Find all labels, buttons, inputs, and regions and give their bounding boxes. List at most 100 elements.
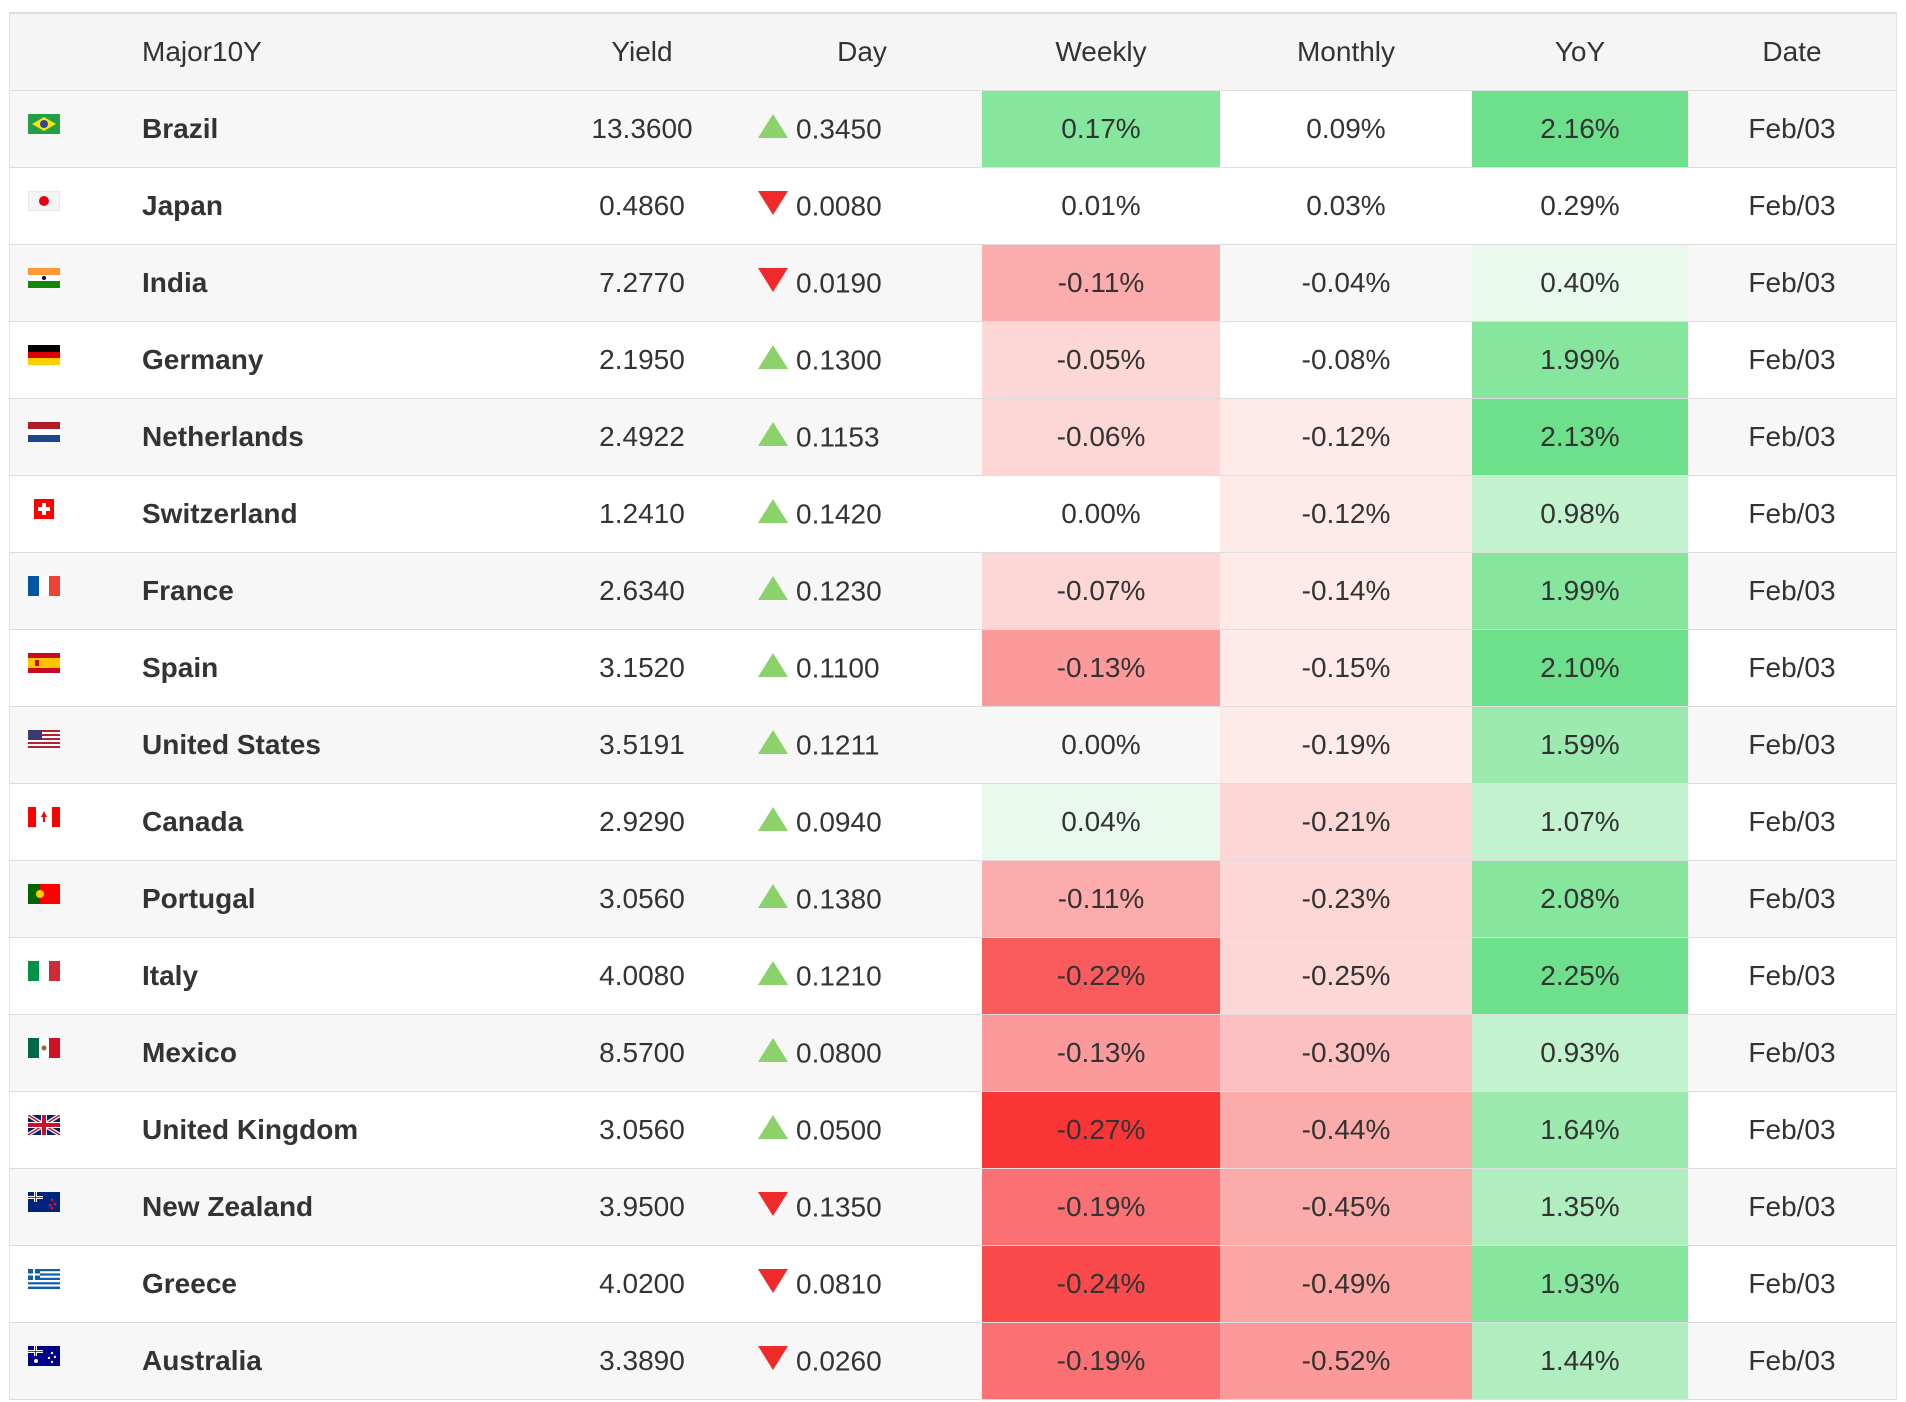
header-day[interactable]: Day: [742, 13, 982, 91]
table-row-portugal[interactable]: Portugal 3.0560 0.1380 -0.11% -0.23% 2.08% Feb…: [9, 860, 1897, 938]
country-name-link[interactable]: Canada: [142, 783, 542, 861]
yield-value: 2.9290: [542, 783, 742, 861]
arrow-down-icon: [758, 1268, 788, 1293]
weekly-change-cell: 0.00%: [982, 475, 1220, 553]
monthly-change-cell: -0.19%: [1220, 706, 1472, 784]
table-row-greece[interactable]: Greece 4.0200 0.0810 -0.24% -0.49% 1.93% Feb/0…: [9, 1245, 1897, 1323]
table-row-france[interactable]: France 2.6340 0.1230 -0.07% -0.14% 1.99% Feb/0…: [9, 552, 1897, 630]
yield-value: 2.6340: [542, 552, 742, 630]
flag-cell: [9, 1091, 142, 1169]
table-row-united-kingdom[interactable]: United Kingdom 3.0560 0.0500 -0.27% -0.44% 1.…: [9, 1091, 1897, 1169]
flag-cell: [9, 90, 142, 168]
yoy-change-cell: 2.16%: [1472, 90, 1688, 168]
country-name-link[interactable]: United States: [142, 706, 542, 784]
yield-value: 3.1520: [542, 629, 742, 707]
day-change-value: 0.1380: [796, 883, 882, 915]
day-change-value: 0.0260: [796, 1345, 882, 1377]
country-name-link[interactable]: Netherlands: [142, 398, 542, 476]
date-cell: Feb/03: [1688, 167, 1897, 245]
monthly-change-cell: -0.12%: [1220, 475, 1472, 553]
date-cell: Feb/03: [1688, 552, 1897, 630]
header-major10y[interactable]: Major10Y: [142, 13, 542, 91]
weekly-change-cell: -0.11%: [982, 244, 1220, 322]
monthly-change-cell: 0.03%: [1220, 167, 1472, 245]
header-date[interactable]: Date: [1688, 13, 1897, 91]
day-change-cell: 0.1350: [742, 1168, 982, 1246]
header-weekly[interactable]: Weekly: [982, 13, 1220, 91]
country-name-link[interactable]: Mexico: [142, 1014, 542, 1092]
country-name-link[interactable]: Brazil: [142, 90, 542, 168]
day-change-value: 0.1420: [796, 498, 882, 530]
yoy-change-cell: 1.64%: [1472, 1091, 1688, 1169]
yoy-change-cell: 0.40%: [1472, 244, 1688, 322]
table-row-india[interactable]: India 7.2770 0.0190 -0.11% -0.04% 0.40% Feb/03: [9, 244, 1897, 322]
yoy-change-cell: 1.07%: [1472, 783, 1688, 861]
table-row-netherlands[interactable]: Netherlands 2.4922 0.1153 -0.06% -0.12% 2.13%…: [9, 398, 1897, 476]
flag-cell: [9, 1168, 142, 1246]
yoy-change-cell: 1.93%: [1472, 1245, 1688, 1323]
date-cell: Feb/03: [1688, 90, 1897, 168]
table-row-switzerland[interactable]: Switzerland 1.2410 0.1420 0.00% -0.12% 0.98% F…: [9, 475, 1897, 553]
country-name-link[interactable]: Japan: [142, 167, 542, 245]
day-change-cell: 0.1210: [742, 937, 982, 1015]
table-row-new-zealand[interactable]: New Zealand 3.9500 0.1350 -0.19% -0.45% 1.35%…: [9, 1168, 1897, 1246]
header-yield[interactable]: Yield: [542, 13, 742, 91]
arrow-up-icon: [758, 498, 788, 523]
arrow-up-icon: [758, 806, 788, 831]
country-name-link[interactable]: Germany: [142, 321, 542, 399]
day-change-cell: 0.0810: [742, 1245, 982, 1323]
flag-cell: [9, 860, 142, 938]
country-name-link[interactable]: Italy: [142, 937, 542, 1015]
arrow-down-icon: [758, 267, 788, 292]
table-row-canada[interactable]: Canada 2.9290 0.0940 0.04% -0.21% 1.07% Feb/03: [9, 783, 1897, 861]
country-name-link[interactable]: United Kingdom: [142, 1091, 542, 1169]
day-change-cell: 0.3450: [742, 90, 982, 168]
flag-cell: [9, 937, 142, 1015]
monthly-change-cell: -0.23%: [1220, 860, 1472, 938]
yoy-change-cell: 0.98%: [1472, 475, 1688, 553]
country-name-link[interactable]: Australia: [142, 1322, 542, 1400]
table-row-brazil[interactable]: Brazil 13.3600 0.3450 0.17% 0.09% 2.16% Feb/03: [9, 90, 1897, 168]
table-row-germany[interactable]: Germany 2.1950 0.1300 -0.05% -0.08% 1.99% Feb/…: [9, 321, 1897, 399]
day-change-value: 0.0940: [796, 806, 882, 838]
table-row-australia[interactable]: Australia 3.3890 0.0260 -0.19% -0.52% 1.44% Fe…: [9, 1322, 1897, 1400]
yoy-change-cell: 1.59%: [1472, 706, 1688, 784]
table-row-spain[interactable]: Spain 3.1520 0.1100 -0.13% -0.15% 2.10% Feb/03: [9, 629, 1897, 707]
table-row-mexico[interactable]: Mexico 8.5700 0.0800 -0.13% -0.30% 0.93% Feb/0…: [9, 1014, 1897, 1092]
day-change-value: 0.1300: [796, 344, 882, 376]
date-cell: Feb/03: [1688, 783, 1897, 861]
table-header: Major10Y Yield Day Weekly Monthly YoY Da…: [9, 13, 1897, 91]
date-cell: Feb/03: [1688, 321, 1897, 399]
flag-cell: [9, 629, 142, 707]
spain-flag-icon: [28, 648, 60, 673]
weekly-change-cell: -0.13%: [982, 1014, 1220, 1092]
country-name-link[interactable]: Portugal: [142, 860, 542, 938]
country-name-link[interactable]: France: [142, 552, 542, 630]
table-row-italy[interactable]: Italy 4.0080 0.1210 -0.22% -0.25% 2.25% Feb/03: [9, 937, 1897, 1015]
country-name-link[interactable]: Spain: [142, 629, 542, 707]
arrow-up-icon: [758, 960, 788, 985]
yield-value: 1.2410: [542, 475, 742, 553]
day-change-value: 0.1153: [796, 421, 880, 453]
monthly-change-cell: -0.08%: [1220, 321, 1472, 399]
country-name-link[interactable]: Greece: [142, 1245, 542, 1323]
table-row-united-states[interactable]: United States 3.5191 0.1211 0.00% -0.19% 1.59…: [9, 706, 1897, 784]
day-change-cell: 0.0800: [742, 1014, 982, 1092]
country-name-link[interactable]: India: [142, 244, 542, 322]
monthly-change-cell: -0.14%: [1220, 552, 1472, 630]
day-change-cell: 0.1211: [742, 706, 982, 784]
day-change-cell: 0.0190: [742, 244, 982, 322]
netherlands-flag-icon: [28, 417, 60, 442]
yield-value: 3.0560: [542, 860, 742, 938]
flag-cell: [9, 1245, 142, 1323]
day-change-value: 0.0190: [796, 267, 882, 299]
weekly-change-cell: -0.13%: [982, 629, 1220, 707]
country-name-link[interactable]: Switzerland: [142, 475, 542, 553]
monthly-change-cell: -0.30%: [1220, 1014, 1472, 1092]
header-monthly[interactable]: Monthly: [1220, 13, 1472, 91]
yoy-change-cell: 1.99%: [1472, 321, 1688, 399]
header-yoy[interactable]: YoY: [1472, 13, 1688, 91]
table-row-japan[interactable]: Japan 0.4860 0.0080 0.01% 0.03% 0.29% Feb/03: [9, 167, 1897, 245]
country-name-link[interactable]: New Zealand: [142, 1168, 542, 1246]
japan-flag-icon: [27, 186, 61, 212]
